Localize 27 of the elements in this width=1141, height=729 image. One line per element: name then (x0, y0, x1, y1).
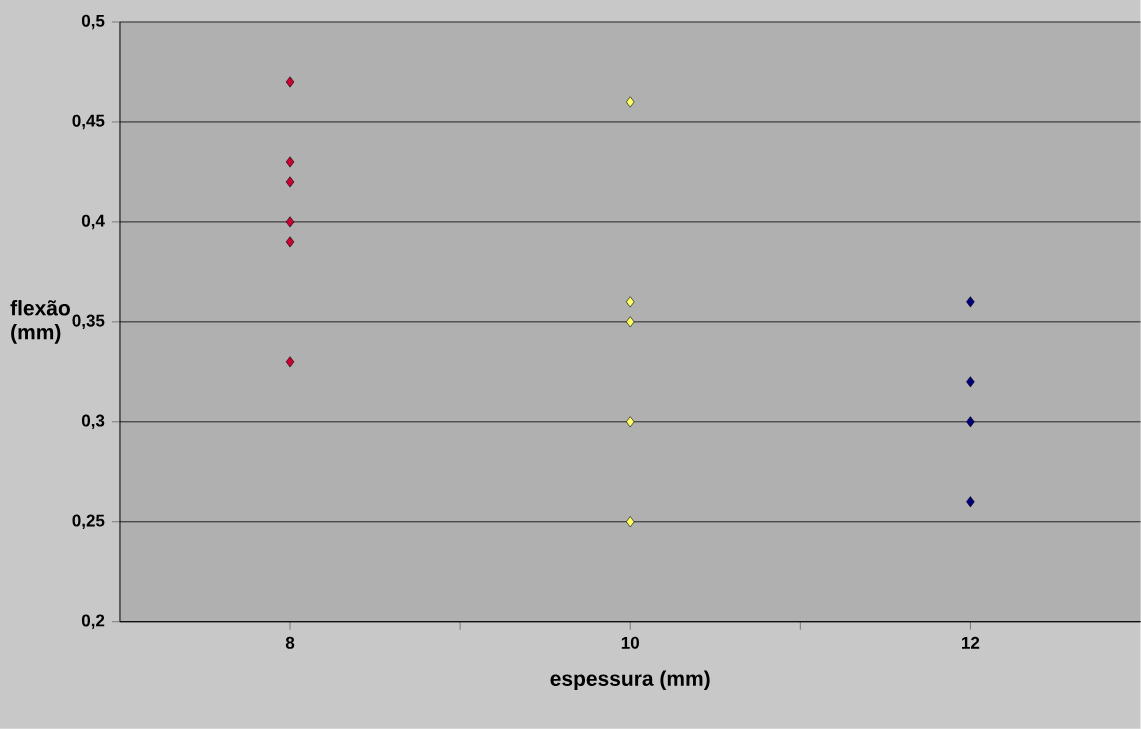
y-tick-label: 0,45 (72, 114, 105, 130)
point (626, 296, 635, 308)
point (966, 376, 975, 388)
y-tick-label: 0,2 (81, 614, 105, 630)
point (285, 356, 295, 368)
y-tick-label: 0,3 (81, 414, 105, 430)
x-tick-label: 8 (285, 636, 295, 649)
point (966, 496, 975, 508)
x-tick-label: 10 (621, 636, 639, 649)
point (626, 316, 635, 328)
point (285, 236, 295, 248)
y-tick-label: 0,25 (72, 514, 105, 530)
point (285, 216, 295, 228)
point (626, 96, 635, 108)
point (626, 416, 635, 428)
point (966, 416, 975, 428)
y-tick-label: 0,5 (81, 14, 105, 30)
point (626, 516, 635, 528)
point (285, 76, 295, 88)
y-tick-label: 0,4 (81, 214, 105, 230)
x-tick-label: 12 (962, 636, 980, 649)
point (966, 296, 975, 308)
x-axis-title: espessura (mm) (550, 670, 710, 691)
point (285, 176, 295, 188)
y-axis-title: flexão (mm) (10, 300, 70, 344)
y-tick-label: 0,35 (72, 314, 105, 330)
point (285, 156, 295, 168)
